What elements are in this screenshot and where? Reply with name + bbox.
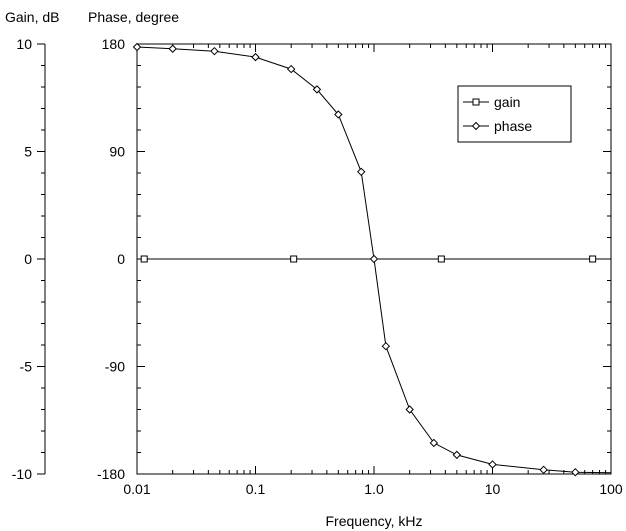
phase-tick-label: -90	[105, 359, 125, 375]
phase-point	[452, 450, 462, 460]
legend-label-gain: gain	[494, 94, 520, 110]
gain-point	[589, 255, 597, 263]
phase-point	[286, 64, 296, 74]
phase-point	[381, 341, 391, 351]
phase-point	[369, 254, 379, 264]
x-axis-label: Frequency, kHz	[326, 513, 423, 529]
x-tick-label: 1.0	[364, 481, 384, 497]
legend-marker-square	[472, 98, 480, 106]
x-tick-label: 0.01	[123, 481, 150, 497]
phase-point	[168, 44, 177, 53]
phase-point	[210, 46, 219, 56]
phase-tick-label: -180	[97, 466, 125, 482]
phase-tick-label: 90	[109, 144, 125, 160]
phase-point	[539, 465, 548, 475]
series-group	[132, 42, 612, 477]
x-tick-label: 10	[485, 481, 501, 497]
gain-tick-label: 0	[24, 251, 32, 267]
phase-tick-label: 0	[117, 251, 125, 267]
phase-point	[429, 438, 439, 448]
phase-tick-label: 180	[102, 36, 126, 52]
gain-tick-label: -5	[20, 359, 33, 375]
legend: gain phase	[457, 85, 572, 143]
phase-point	[357, 167, 366, 177]
gain-tick-label: 5	[24, 144, 32, 160]
left-axis-label: Gain, dB	[5, 9, 59, 25]
phase-point	[251, 52, 260, 62]
gain-point	[290, 255, 298, 263]
legend-box	[457, 85, 572, 143]
phase-point	[334, 110, 343, 119]
gain-point	[437, 255, 445, 263]
gain-tick-label: 10	[16, 36, 32, 52]
phase-point	[312, 85, 322, 94]
phase-point	[488, 460, 497, 469]
phase-point	[132, 42, 142, 52]
legend-marker-diamond	[471, 121, 481, 131]
phase-point	[571, 468, 580, 477]
right-axis-label: Phase, degree	[88, 9, 179, 25]
x-tick-label: 0.1	[246, 481, 266, 497]
legend-label-phase: phase	[494, 118, 532, 134]
phase-point	[405, 405, 414, 414]
gain-point	[140, 255, 148, 263]
gain-tick-label: -10	[12, 466, 32, 482]
x-tick-label: 100	[599, 481, 623, 497]
